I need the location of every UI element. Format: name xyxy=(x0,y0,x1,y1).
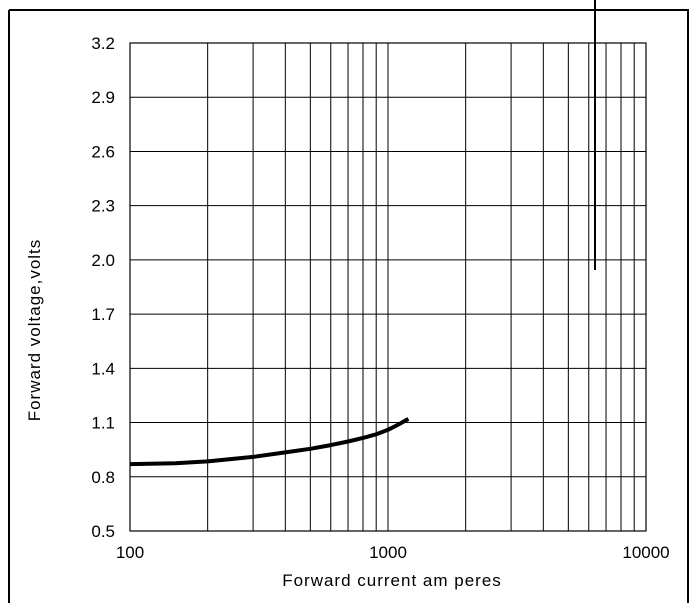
y-tick-label: 1.1 xyxy=(91,414,115,433)
y-tick-label: 3.2 xyxy=(91,34,115,53)
y-tick-label: 2.3 xyxy=(91,197,115,216)
grid xyxy=(129,42,647,532)
plot-border xyxy=(129,42,647,532)
y-tick-label: 2.9 xyxy=(91,88,115,107)
x-tick-label: 100 xyxy=(116,543,144,562)
x-tick-label: 1000 xyxy=(369,543,407,562)
x-axis-label: Forward current am peres xyxy=(282,571,502,590)
x-tick-label: 10000 xyxy=(622,543,669,562)
y-tick-label: 2.6 xyxy=(91,142,115,161)
series-line xyxy=(129,417,410,467)
y-tick-label: 0.5 xyxy=(91,522,115,541)
y-tick-label: 0.8 xyxy=(91,468,115,487)
x-tick-labels: 100 1000 10000 xyxy=(116,543,670,562)
y-axis-label: Forward voltage,volts xyxy=(25,239,44,422)
y-tick-label: 1.4 xyxy=(91,359,115,378)
y-tick-label: 1.7 xyxy=(91,305,115,324)
y-tick-label: 2.0 xyxy=(91,251,115,270)
y-tick-labels: 3.2 2.9 2.6 2.3 2.0 1.7 1.4 1.1 0.8 0.5 xyxy=(91,34,115,541)
series-group xyxy=(129,417,410,467)
outer-frame xyxy=(8,9,689,603)
